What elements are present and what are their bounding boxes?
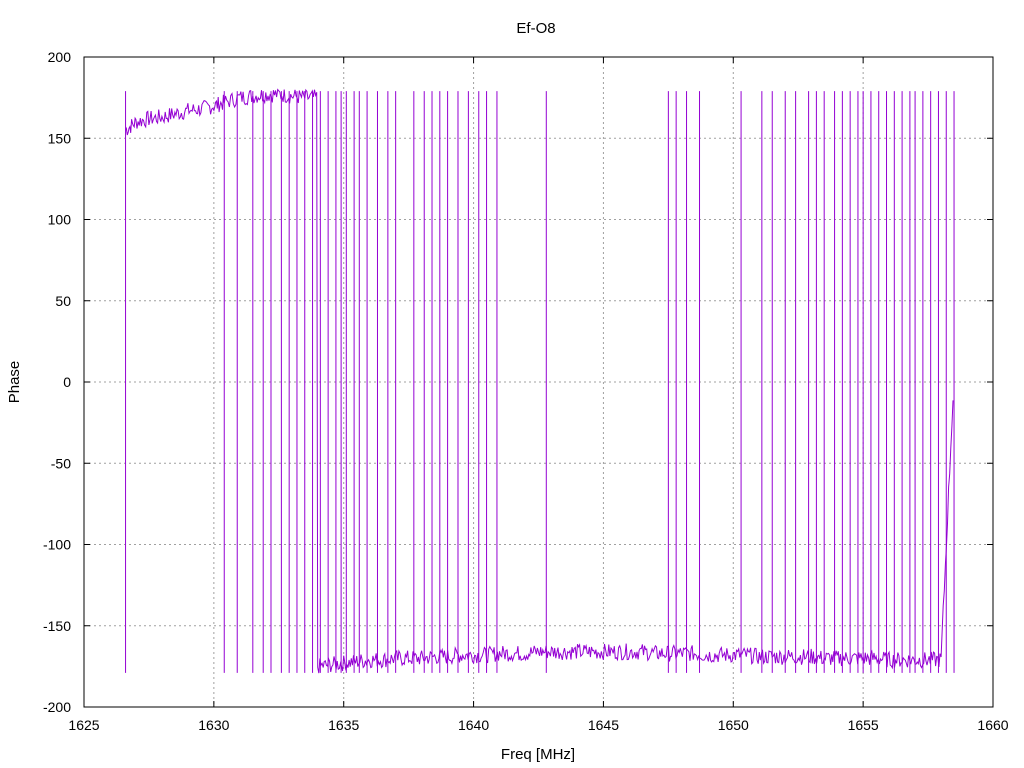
x-axis-title: Freq [MHz] bbox=[501, 746, 575, 763]
x-tick-labels: 1625 1630 1635 1640 1645 1650 1655 1660 bbox=[68, 717, 1008, 733]
plot-area bbox=[125, 88, 955, 674]
chart-title: Ef-O8 bbox=[516, 20, 555, 37]
x-tick-label: 1660 bbox=[977, 717, 1008, 733]
y-tick-label: 200 bbox=[48, 49, 72, 65]
x-tick-label: 1630 bbox=[198, 717, 229, 733]
y-tick-label: -200 bbox=[43, 699, 71, 715]
x-tick-label: 1650 bbox=[718, 717, 749, 733]
y-tick-label: 0 bbox=[63, 374, 71, 390]
y-tick-label: 150 bbox=[48, 130, 72, 146]
y-tick-label: -100 bbox=[43, 537, 71, 553]
y-tick-label: -150 bbox=[43, 618, 71, 634]
x-tick-label: 1635 bbox=[328, 717, 359, 733]
y-tick-label: -50 bbox=[51, 455, 71, 471]
grid bbox=[84, 57, 993, 707]
x-tick-label: 1655 bbox=[848, 717, 879, 733]
y-tick-labels: -200 -150 -100 -50 0 50 100 150 200 bbox=[43, 49, 71, 715]
y-tick-label: 50 bbox=[55, 293, 71, 309]
y-tick-label: 100 bbox=[48, 212, 72, 228]
axis-ticks bbox=[83, 56, 994, 708]
x-tick-label: 1625 bbox=[68, 717, 99, 733]
series-line bbox=[125, 88, 954, 674]
y-axis-title: Phase bbox=[6, 361, 23, 404]
x-tick-label: 1645 bbox=[588, 717, 619, 733]
x-tick-label: 1640 bbox=[458, 717, 489, 733]
